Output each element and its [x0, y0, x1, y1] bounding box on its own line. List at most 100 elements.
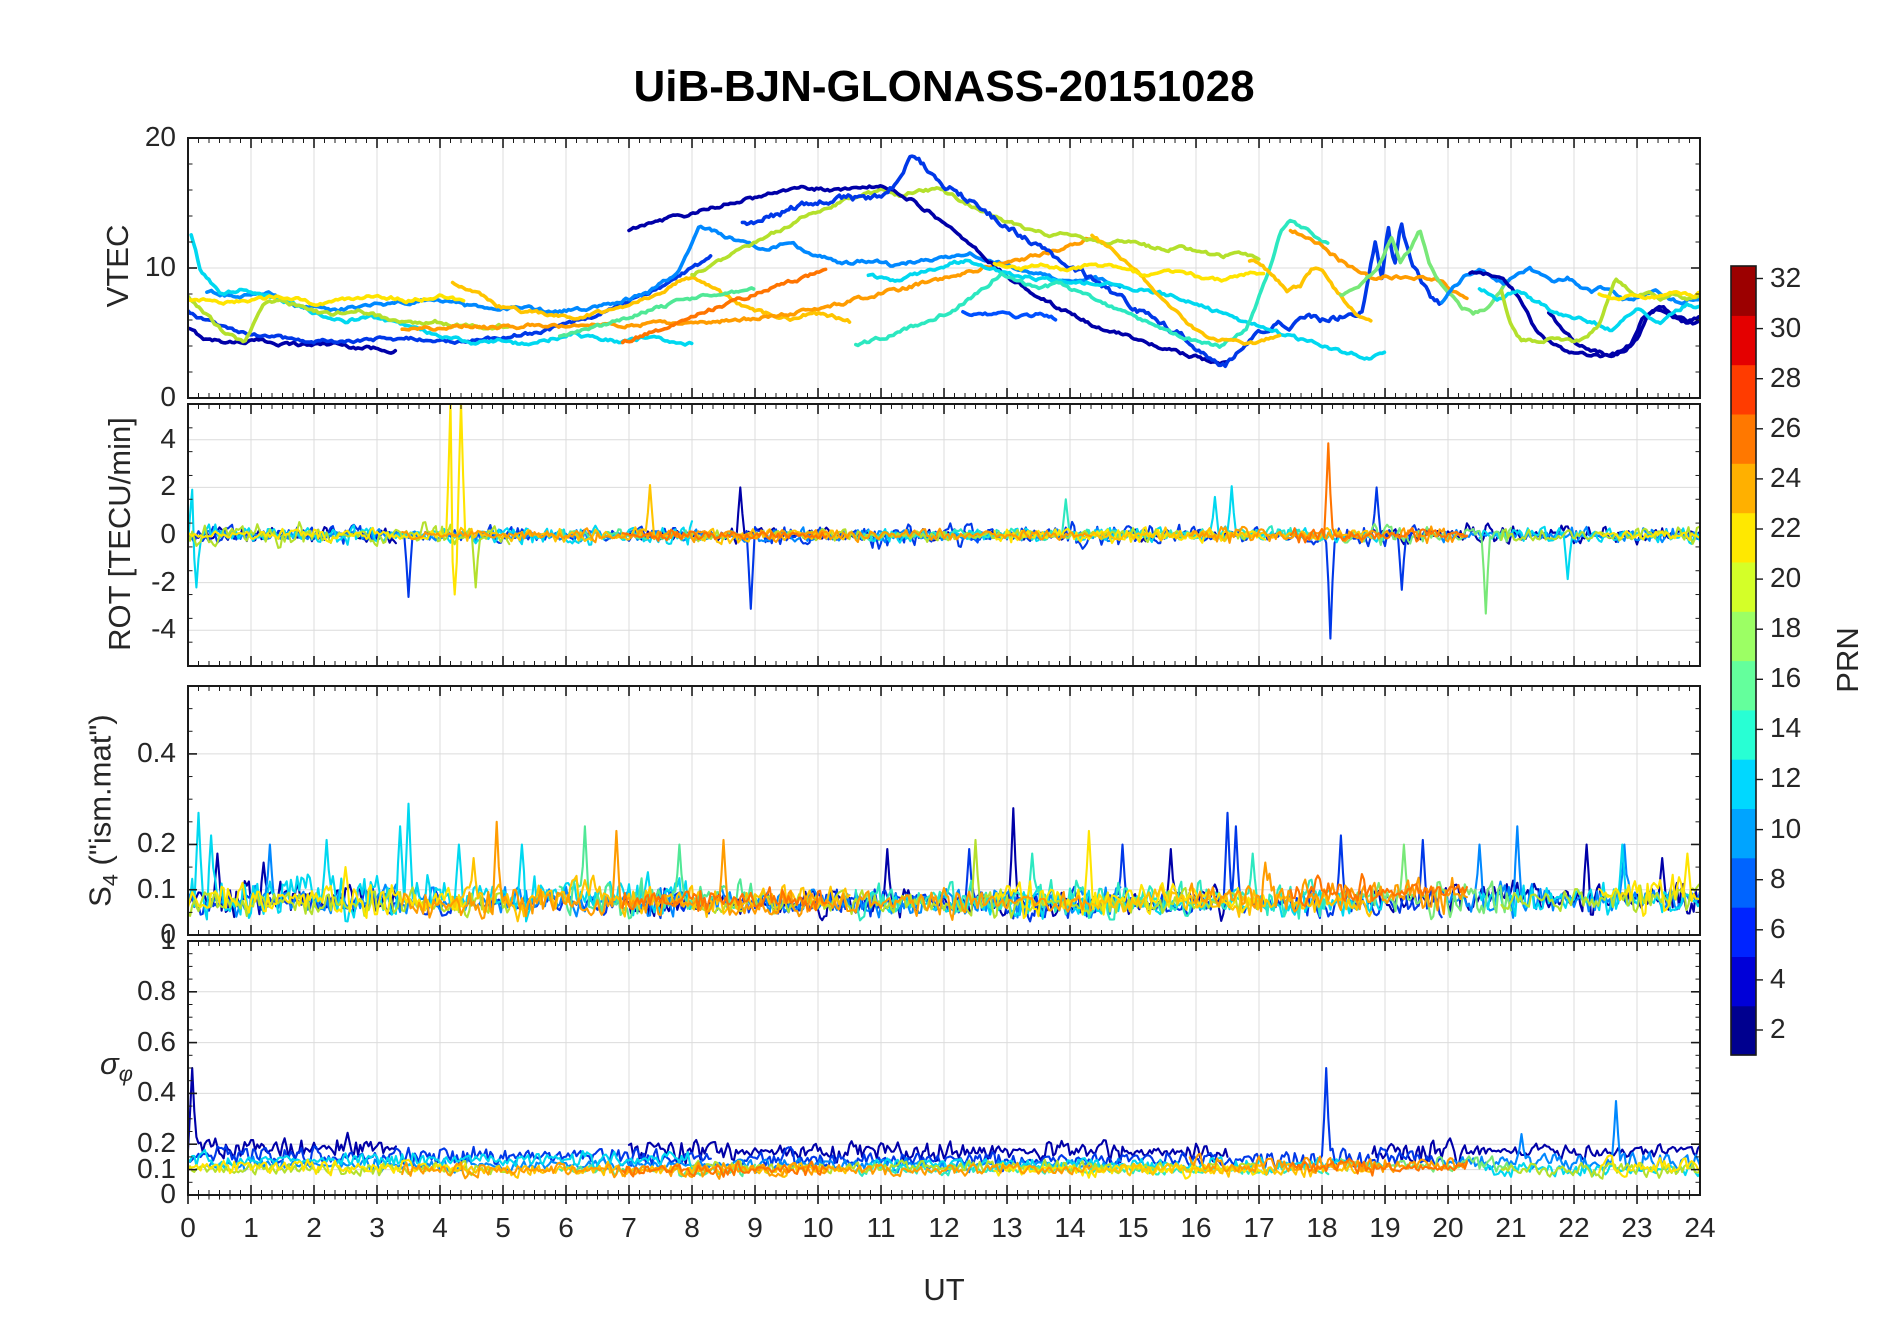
series-line: [558, 825, 757, 920]
series-line: [993, 829, 1267, 920]
colorbar-tick-label: 6: [1770, 913, 1786, 944]
y-tick-label-sigma_phi: 0.4: [137, 1076, 176, 1107]
x-tick-label: 1: [243, 1212, 259, 1243]
x-tick-label: 17: [1243, 1212, 1275, 1243]
colorbar-tick-label: 12: [1770, 762, 1802, 793]
series-line: [1371, 522, 1700, 546]
series-line: [993, 526, 1267, 545]
x-tick-label: 19: [1369, 1212, 1401, 1243]
x-tick-label: 23: [1621, 1212, 1653, 1243]
x-tick-label: 13: [991, 1212, 1023, 1243]
series-line: [188, 293, 466, 308]
series-line: [188, 326, 398, 355]
series-line: [188, 866, 467, 919]
series-line: [1477, 287, 1700, 333]
colorbar-band: [1731, 463, 1756, 514]
y-tick-label-s4: 0.1: [137, 873, 176, 904]
s4-axis-label: S4 ("ism.mat"): [82, 666, 123, 956]
colorbar-tick-label: 8: [1770, 863, 1786, 894]
y-tick-label-rot: 4: [160, 423, 176, 454]
colorbar-band: [1731, 364, 1756, 415]
series-line: [866, 258, 1387, 361]
series-line: [1499, 277, 1700, 345]
colorbar-tick-label: 32: [1770, 262, 1802, 293]
x-axis-label: UT: [923, 1272, 965, 1307]
colorbar-frame: [1730, 265, 1757, 1056]
series-group-vtec: [188, 154, 1700, 369]
series-line: [1598, 852, 1700, 917]
colorbar-tick-label: 22: [1770, 512, 1802, 543]
y-tick-label-vtec: 10: [144, 251, 176, 282]
series-line: [1468, 270, 1700, 359]
series-line: [690, 838, 1261, 919]
colorbar-tick-label: 10: [1770, 813, 1802, 844]
series-line: [1289, 872, 1468, 908]
colorbar-band: [1731, 413, 1756, 464]
y-tick-label-s4: 0.2: [137, 827, 176, 858]
y-tick-label-rot: 0: [160, 518, 176, 549]
series-line: [627, 184, 1229, 366]
colorbar-band: [1731, 660, 1756, 711]
colorbar-band: [1731, 709, 1756, 760]
colorbar-band: [1731, 857, 1756, 908]
series-line: [451, 1160, 851, 1179]
colorbar-tick-label: 20: [1770, 562, 1802, 593]
series-line: [1289, 442, 1468, 544]
series-line: [1188, 525, 1468, 545]
series-line: [1598, 1154, 1700, 1178]
y-tick-label-vtec: 0: [160, 381, 176, 412]
colorbar-tick-label: 16: [1770, 662, 1802, 693]
y-tick-label-sigma_phi: 1: [160, 924, 176, 955]
colorbar-band: [1731, 266, 1756, 316]
series-line: [1289, 1157, 1468, 1177]
colorbar-label: PRN: [1830, 627, 1865, 693]
x-tick-label: 6: [558, 1212, 574, 1243]
series-line: [451, 483, 851, 546]
colorbar-band: [1731, 907, 1756, 957]
colorbar-tick-label: 26: [1770, 412, 1802, 443]
series-line: [1500, 883, 1700, 913]
series-line: [205, 224, 1122, 315]
x-tick-label: 9: [747, 1212, 763, 1243]
sigma-label-sub: φ: [118, 1061, 133, 1087]
x-tick-label: 18: [1306, 1212, 1338, 1243]
colorbar-tick-label: 28: [1770, 362, 1802, 393]
series-line: [620, 267, 828, 345]
x-tick-label: 14: [1054, 1212, 1086, 1243]
series-line: [188, 1145, 712, 1169]
series-line: [188, 521, 511, 589]
series-line: [690, 186, 1261, 278]
series-line: [188, 1066, 397, 1160]
colorbar-tick-label: 4: [1770, 963, 1786, 994]
colorbar-tick-label: 24: [1770, 462, 1802, 493]
sigma-axis-label: σφ: [100, 1046, 133, 1087]
colorbar-tick-label: 30: [1770, 312, 1802, 343]
series-line: [188, 1158, 467, 1177]
x-tick-label: 16: [1180, 1212, 1212, 1243]
colorbar-band: [1731, 561, 1756, 612]
colorbar-band: [1731, 808, 1756, 859]
x-tick-label: 8: [684, 1212, 700, 1243]
colorbar-band: [1731, 956, 1756, 1007]
x-tick-label: 21: [1495, 1212, 1527, 1243]
series-line: [401, 527, 1093, 544]
series-line: [853, 218, 1330, 349]
x-tick-label: 15: [1117, 1212, 1149, 1243]
series-group-rot: [188, 404, 1700, 640]
y-tick-label-rot: -4: [151, 613, 176, 644]
y-tick-label-sigma_phi: 0.6: [137, 1026, 176, 1057]
series-line: [621, 886, 828, 912]
x-tick-label: 12: [928, 1212, 960, 1243]
x-tick-label: 11: [866, 1212, 896, 1243]
series-line: [854, 852, 1330, 922]
y-tick-label-sigma_phi: 0.1: [137, 1153, 176, 1184]
x-tick-label: 5: [495, 1212, 511, 1243]
x-tick-label: 24: [1684, 1212, 1716, 1243]
series-line: [1247, 258, 1373, 323]
series-group-sigma_phi: [188, 1066, 1700, 1180]
series-line: [1090, 886, 1373, 918]
series-line: [740, 154, 1444, 369]
x-tick-label: 0: [180, 1212, 196, 1243]
series-line: [557, 286, 756, 338]
